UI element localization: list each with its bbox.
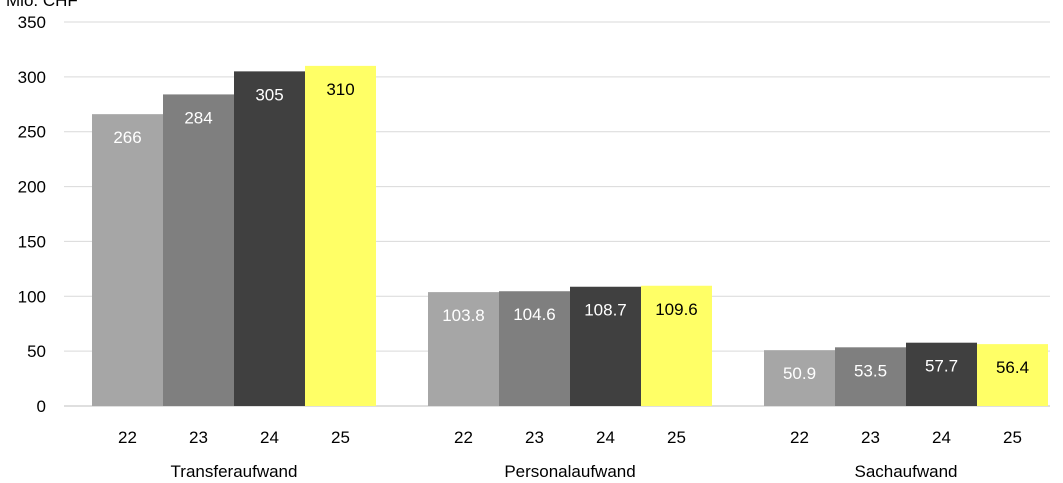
- bar: [163, 94, 234, 406]
- y-tick-label: 0: [37, 397, 46, 416]
- data-label: 310: [326, 80, 354, 99]
- y-tick-label: 50: [27, 342, 46, 361]
- bar: [764, 350, 835, 406]
- x-tick-label: 23: [861, 428, 880, 447]
- x-tick-label: 23: [525, 428, 544, 447]
- x-tick-label: 23: [189, 428, 208, 447]
- data-label: 53.5: [854, 361, 887, 380]
- group-label: Sachaufwand: [854, 462, 957, 481]
- bar: [305, 65, 376, 406]
- data-label: 50.9: [783, 364, 816, 383]
- data-label: 305: [255, 85, 283, 104]
- x-tick-label: 25: [331, 428, 350, 447]
- data-label: 109.6: [655, 300, 698, 319]
- data-label: 284: [184, 108, 212, 127]
- bar: [977, 344, 1048, 406]
- bar: [835, 347, 906, 406]
- data-label: 57.7: [925, 357, 958, 376]
- x-tick-label: 25: [667, 428, 686, 447]
- y-tick-label: 300: [18, 68, 46, 87]
- bar: [92, 114, 163, 406]
- x-tick-label: 24: [932, 428, 951, 447]
- y-tick-label: 150: [18, 232, 46, 251]
- x-tick-label: 24: [596, 428, 615, 447]
- bar: [641, 285, 712, 406]
- data-label: 108.7: [584, 301, 627, 320]
- x-tick-label: 24: [260, 428, 279, 447]
- bar: [570, 286, 641, 406]
- bar: [499, 291, 570, 406]
- x-tick-label: 22: [790, 428, 809, 447]
- unit-label: Mio. CHF: [6, 0, 78, 10]
- y-tick-label: 100: [18, 287, 46, 306]
- bar: [234, 71, 305, 406]
- x-tick-label: 22: [118, 428, 137, 447]
- bar: [428, 292, 499, 406]
- data-label: 56.4: [996, 358, 1029, 377]
- data-label: 266: [113, 128, 141, 147]
- y-tick-label: 350: [18, 13, 46, 32]
- bar: [906, 342, 977, 406]
- y-tick-label: 200: [18, 178, 46, 197]
- data-label: 104.6: [513, 305, 556, 324]
- group-label: Personalaufwand: [504, 462, 635, 481]
- x-tick-label: 25: [1003, 428, 1022, 447]
- y-tick-label: 250: [18, 123, 46, 142]
- group-label: Transferaufwand: [171, 462, 298, 481]
- x-tick-label: 22: [454, 428, 473, 447]
- data-label: 103.8: [442, 306, 485, 325]
